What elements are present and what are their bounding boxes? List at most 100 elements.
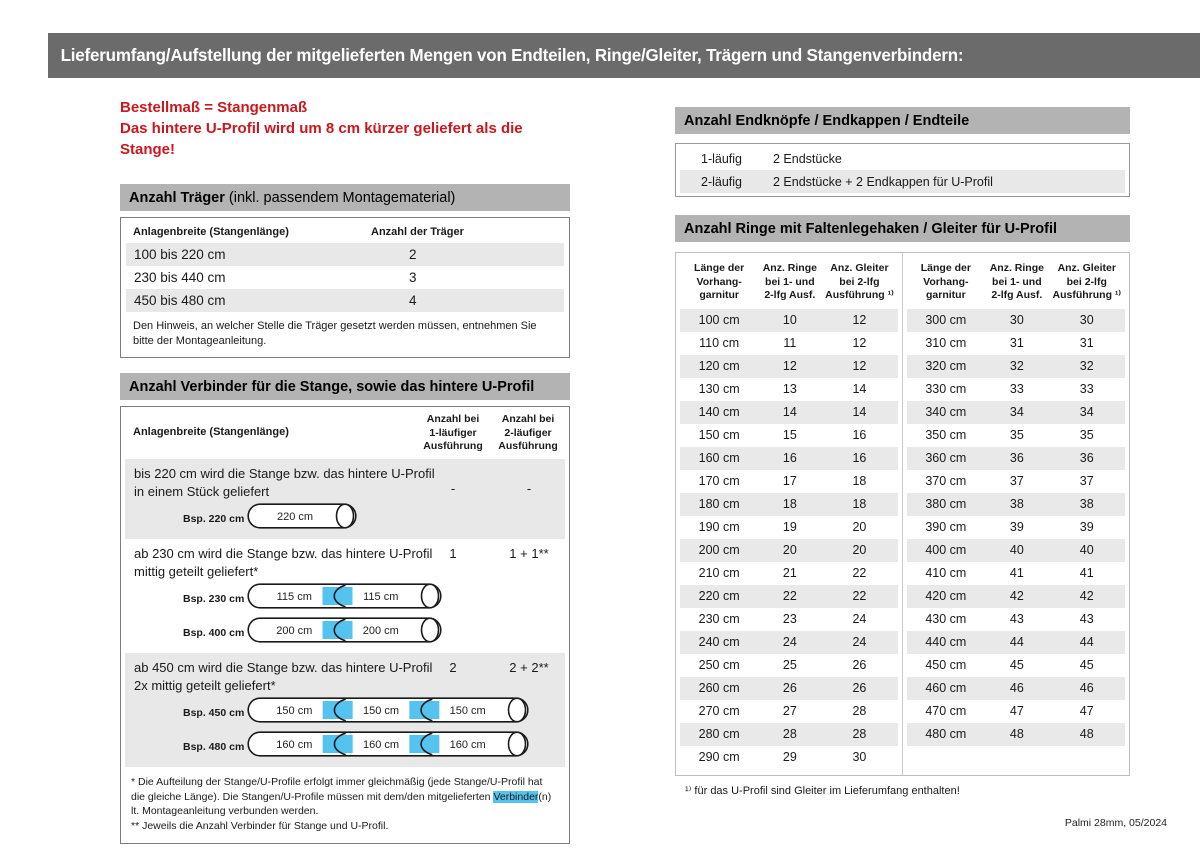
ringe-length-cell: 200 cm — [698, 543, 740, 557]
ringe-length-cell: 260 cm — [698, 681, 740, 695]
verbinder-title: Anzahl Verbinder für die Stange, sowie d… — [129, 378, 535, 395]
ringe-row: 320 cm 32 32 — [906, 354, 1125, 378]
rod-example-row: Bsp. 480 cm 160 cm 160 cm 160 cm — [183, 731, 565, 762]
ringe-length-cell: 170 cm — [698, 474, 740, 488]
ringe-gleiter-cell: 28 — [852, 704, 867, 718]
page-title-bar: Lieferumfang/Aufstellung der mitgeliefer… — [48, 33, 1200, 78]
ringe-row: 410 cm 41 41 — [907, 562, 1126, 585]
ringe-gleiter-cell: 22 — [852, 589, 867, 603]
ringe-length-cell: 480 cm — [925, 727, 967, 741]
ringe-rings-cell: 21 — [782, 566, 797, 580]
ringe-gleiter-cell: 12 — [852, 313, 867, 327]
ringe-rings-cell: 10 — [782, 313, 797, 327]
endteile-parts-cell: 2 Endstücke — [773, 151, 842, 166]
ringe-column-headers: Länge der Vorhang- garnitur Anz. Ringe be… — [903, 253, 1130, 309]
ringe-gleiter-cell: 24 — [852, 612, 867, 626]
ringe-gleiter-cell: 36 — [1079, 451, 1094, 465]
ringe-row: 430 cm 43 43 — [907, 608, 1126, 631]
ringe-row: 390 cm 39 39 — [907, 516, 1126, 539]
svg-text:150 cm: 150 cm — [363, 705, 399, 717]
ringe-gleiter-cell: 24 — [852, 635, 867, 649]
ringe-section-header: Anzahl Ringe mit Faltenlegehaken / Gleit… — [675, 215, 1130, 242]
ringe-rings-cell: 25 — [782, 658, 797, 672]
ringe-gleiter-cell: 18 — [852, 474, 867, 488]
traeger-row: 100 bis 220 cm 2 — [126, 243, 564, 266]
ringe-rings-cell: 37 — [1009, 474, 1024, 488]
traeger-note: Den Hinweis, an welcher Stelle die Träge… — [133, 320, 537, 347]
ringe-rings-cell: 34 — [1009, 405, 1024, 419]
description-line: in einem Stück geliefert — [134, 483, 270, 499]
ringe-length-cell: 430 cm — [925, 612, 967, 626]
ringe-header-cell: Anz. Gleiter bei 2-lfg Ausführung ¹⁾ — [825, 262, 894, 301]
svg-text:160 cm: 160 cm — [450, 739, 486, 751]
ringe-rings-cell: 36 — [1009, 451, 1024, 465]
rod-example-row: Bsp. 220 cm 220 cm — [183, 503, 565, 534]
ringe-rings-cell: 39 — [1009, 520, 1024, 534]
ringe-rings-cell: 11 — [783, 336, 797, 350]
traeger-table-header: Anlagenbreite (Stangenlänge) Anzahl der … — [121, 218, 569, 243]
ringe-row: 370 cm 37 37 — [907, 470, 1126, 493]
ringe-row: 260 cm 26 26 — [680, 676, 898, 700]
ringe-row: 300 cm 30 30 — [906, 308, 1125, 332]
svg-text:160 cm: 160 cm — [363, 739, 399, 751]
ringe-rings-cell: 38 — [1009, 497, 1024, 511]
ringe-gleiter-cell: 26 — [852, 681, 867, 695]
ringe-gleiter-cell: 12 — [852, 336, 867, 350]
ringe-row: 480 cm 48 48 — [906, 722, 1125, 746]
ringe-gleiter-cell: 28 — [852, 727, 867, 741]
ringe-length-cell: 210 cm — [698, 566, 740, 580]
verbinder-section-header: Anzahl Verbinder für die Stange, sowie d… — [120, 373, 570, 400]
endteile-table: 1-läufig 2 Endstücke 2-läufig 2 Endstücke +… — [675, 143, 1130, 197]
ringe-gleiter-cell: 16 — [852, 428, 867, 442]
ringe-gleiter-cell: 16 — [852, 451, 867, 465]
ringe-gleiter-cell: 31 — [1079, 336, 1094, 350]
ringe-length-cell: 450 cm — [925, 658, 967, 672]
endteile-row: 2-läufig 2 Endstücke + 2 Endkappen für U-… — [680, 170, 1125, 193]
ringe-length-cell: 360 cm — [925, 451, 967, 465]
ringe-length-cell: 470 cm — [925, 704, 967, 718]
ringe-gleiter-cell: 41 — [1079, 566, 1094, 580]
ringe-length-cell: 400 cm — [925, 543, 967, 557]
description-line: 2x mittig geteilt geliefert* — [134, 677, 276, 693]
description-line: bis 220 cm wird die Stange bzw. das hint… — [134, 466, 435, 481]
ringe-gleiter-cell: 26 — [852, 658, 867, 672]
rod-example-row: Bsp. 400 cm 200 cm 200 cm — [183, 617, 565, 648]
ringe-length-cell: 290 cm — [698, 750, 740, 764]
verbinder-table-body: bis 220 cm wird die Stange bzw. das hint… — [121, 459, 569, 767]
traeger-row: 230 bis 440 cm 3 — [126, 266, 564, 289]
ringe-rings-cell: 17 — [782, 474, 797, 488]
svg-text:115 cm: 115 cm — [277, 591, 312, 603]
rod-example-label: Bsp. 220 cm — [183, 512, 245, 525]
ringe-row: 290 cm 29 30 — [680, 746, 898, 769]
ringe-table: Länge der Vorhang- garnitur Anz. Ringe be… — [675, 252, 1130, 776]
endteile-type-cell: 2-läufig — [701, 174, 742, 189]
ringe-gleiter-cell: 45 — [1079, 658, 1094, 672]
ringe-rings-cell: 43 — [1009, 612, 1024, 626]
rod-example-label: Bsp. 480 cm — [183, 740, 245, 753]
traeger-col2-header: Anzahl der Träger — [371, 226, 464, 238]
ringe-length-cell: 440 cm — [925, 635, 967, 649]
ringe-row: 110 cm 11 12 — [680, 332, 898, 355]
ringe-row: 460 cm 46 46 — [906, 676, 1125, 700]
ringe-header-cell: Anz. Ringe bei 1- und 2-lfg Ausf. — [989, 262, 1044, 301]
footnote-verbinder-highlight: Verbinder — [493, 790, 539, 803]
ringe-length-cell: 160 cm — [698, 451, 740, 465]
rod-example-row: Bsp. 230 cm 115 cm 115 cm — [183, 583, 565, 614]
ringe-length-cell: 240 cm — [698, 635, 740, 649]
traeger-row: 450 bis 480 cm 4 — [126, 289, 564, 312]
ringe-row: 130 cm 13 14 — [680, 378, 898, 401]
ringe-row: 440 cm 44 44 — [906, 630, 1125, 654]
ringe-rings-cell: 13 — [782, 382, 797, 396]
ringe-row: 250 cm 25 26 — [680, 654, 898, 677]
ringe-row: 310 cm 31 31 — [907, 332, 1126, 355]
left-column: Bestellmaß = Stangenmaß Das hintere U-Pr… — [120, 97, 570, 844]
ringe-rings-cell: 40 — [1009, 543, 1024, 557]
svg-text:150 cm: 150 cm — [276, 705, 312, 717]
traeger-title-bold: Anzahl Träger — [129, 189, 225, 206]
svg-text:200 cm: 200 cm — [276, 625, 312, 637]
traeger-table: Anlagenbreite (Stangenlänge) Anzahl der … — [120, 217, 570, 358]
verbinder-col1-header: Anlagenbreite (Stangenlänge) — [133, 426, 289, 438]
traeger-range-cell: 230 bis 440 cm — [134, 270, 226, 285]
ringe-length-cell: 340 cm — [925, 405, 967, 419]
